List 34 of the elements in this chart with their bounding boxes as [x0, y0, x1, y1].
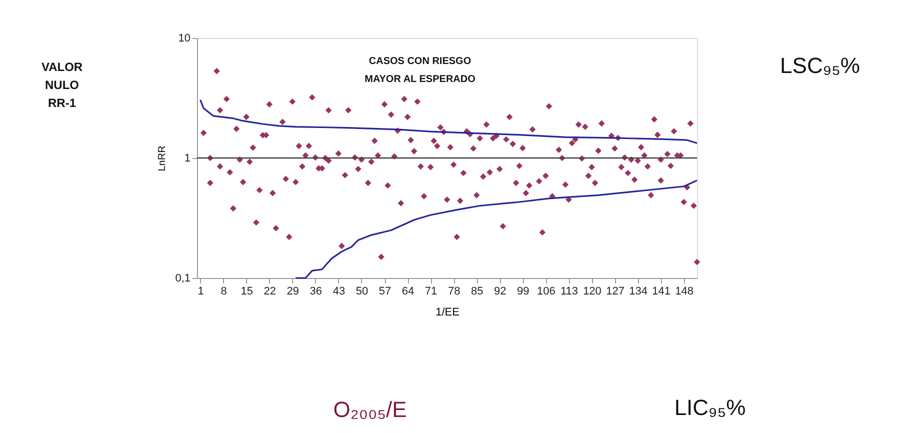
annotation: CASOS CON RIESGO MAYOR AL ESPERADO: [364, 56, 476, 85]
x-tick-label: 1: [198, 286, 204, 298]
text: LIC₉₅%: [674, 395, 746, 420]
text: LSC₉₅%: [780, 53, 860, 78]
x-tick-label: 64: [402, 286, 414, 298]
x-tick-label: 50: [356, 286, 368, 298]
x-tick-label: 106: [537, 286, 556, 298]
y-axis-title: LnRR: [157, 146, 168, 172]
x-tick-label: 134: [629, 286, 648, 298]
y-tick-label: 10: [178, 32, 190, 44]
x-tick-label: 141: [652, 286, 670, 298]
x-tick-label: 120: [583, 286, 602, 298]
x-tick-label: 113: [560, 286, 578, 298]
x-tick-label: 36: [310, 286, 322, 298]
x-tick-label: 127: [606, 286, 624, 298]
text: VALOR NULO RR-1: [41, 60, 83, 110]
y-tick-label: 0,1: [175, 272, 190, 284]
x-tick-label: 99: [517, 286, 530, 298]
x-axis-title: 1/EE: [436, 306, 460, 318]
x-tick-label: 15: [240, 286, 253, 298]
line-series: [199, 99, 698, 144]
x-tick-label: 43: [332, 286, 346, 298]
x-tick-label: 22: [264, 286, 276, 298]
x-tick-label: 8: [220, 286, 227, 298]
y-tick-label: 1: [184, 152, 190, 164]
x-tick-label: 78: [448, 286, 460, 298]
text: O₂₀₀₅/E: [333, 397, 407, 422]
x-tick-label: 29: [286, 286, 300, 298]
x-tick-label: 148: [675, 286, 694, 298]
x-tick-label: 57: [378, 286, 392, 298]
x-tick-label: 85: [470, 286, 484, 298]
line-series: [294, 180, 698, 279]
x-tick-label: 92: [494, 286, 506, 298]
x-tick-label: 71: [424, 286, 438, 298]
